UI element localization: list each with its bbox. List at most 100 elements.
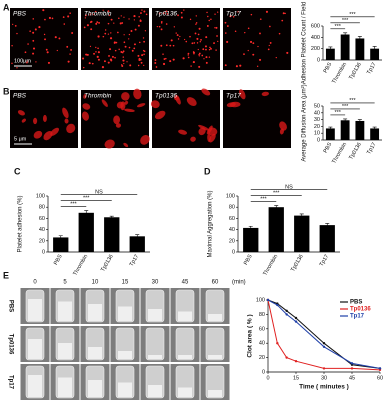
platelet xyxy=(162,53,164,55)
platelet xyxy=(137,64,140,67)
error-bar xyxy=(248,225,253,230)
platelet xyxy=(120,15,122,17)
image-background xyxy=(152,8,220,70)
y-tick-label: 20 xyxy=(229,238,235,244)
platelet xyxy=(95,22,98,25)
data-point xyxy=(285,309,288,312)
clot xyxy=(28,299,42,321)
platelet xyxy=(124,45,127,48)
x-tick-label: Thrombin xyxy=(331,62,348,85)
platelet xyxy=(113,41,116,44)
platelet xyxy=(232,15,235,18)
platelet xyxy=(195,15,197,17)
platelet xyxy=(205,56,208,59)
image-label: PBS xyxy=(13,11,27,18)
platelet xyxy=(244,31,246,34)
platelet xyxy=(32,39,35,42)
platelet xyxy=(166,12,169,15)
y-tick-label: 60 xyxy=(229,216,235,222)
platelet xyxy=(44,18,46,21)
platelet xyxy=(47,61,51,64)
clot xyxy=(148,309,162,321)
y-tick-label: 200 xyxy=(311,46,320,52)
platelet xyxy=(143,10,146,13)
y-tick-label: 600 xyxy=(311,23,320,29)
spread-platelet xyxy=(121,92,130,101)
platelet xyxy=(165,10,168,13)
x-tick-label: Tp17 xyxy=(366,62,377,76)
platelet xyxy=(217,11,219,13)
platelet xyxy=(214,13,216,15)
platelet xyxy=(247,49,249,52)
platelet xyxy=(160,22,163,24)
error-bar xyxy=(343,118,348,122)
platelet xyxy=(193,53,195,55)
data-point xyxy=(322,342,326,345)
spread-platelet xyxy=(21,118,26,123)
platelet xyxy=(89,14,91,16)
platelet xyxy=(14,24,17,27)
spread-platelet xyxy=(190,136,196,142)
data-point xyxy=(350,362,354,365)
spread-platelet xyxy=(123,142,129,148)
platelet xyxy=(198,65,201,68)
platelet xyxy=(194,32,197,35)
platelet xyxy=(235,65,238,68)
platelet xyxy=(140,12,142,15)
platelet xyxy=(189,35,191,38)
platelet xyxy=(110,59,113,62)
bar xyxy=(355,38,365,60)
platelet xyxy=(172,44,175,47)
legend-label: Tp17 xyxy=(350,314,365,320)
platelet xyxy=(128,18,130,20)
platelet xyxy=(96,55,99,58)
platelet xyxy=(210,47,212,50)
platelet xyxy=(201,54,204,57)
y-tick-label: 80 xyxy=(259,312,265,318)
platelet xyxy=(111,55,114,58)
y-tick-label: 0 xyxy=(317,57,320,63)
platelet xyxy=(44,38,46,41)
significance-label: *** xyxy=(260,196,267,202)
platelet xyxy=(107,61,110,64)
platelet xyxy=(123,16,125,18)
significance-label: *** xyxy=(349,98,356,104)
image-background xyxy=(223,90,291,148)
y-tick-label: 60 xyxy=(39,216,45,222)
row-label: Tp0136 xyxy=(7,334,13,355)
spread-platelet xyxy=(17,110,25,116)
platelet xyxy=(133,19,136,21)
data-point xyxy=(322,367,326,370)
platelet xyxy=(243,53,245,55)
platelet xyxy=(63,23,66,25)
platelet xyxy=(198,52,201,55)
clot xyxy=(28,375,42,397)
platelet xyxy=(158,25,161,28)
spread-platelet xyxy=(42,114,47,123)
platelet xyxy=(154,59,157,61)
spread-platelet xyxy=(201,88,211,96)
platelet xyxy=(26,61,28,64)
spread-platelet xyxy=(33,117,38,125)
platelet xyxy=(11,62,13,65)
clot xyxy=(58,377,72,397)
micrograph: Tp0136 xyxy=(152,8,220,70)
platelet xyxy=(206,25,209,27)
platelet xyxy=(83,66,85,69)
platelet xyxy=(133,43,136,46)
tube xyxy=(175,327,195,361)
platelet xyxy=(118,48,120,51)
platelet xyxy=(140,59,142,61)
platelet xyxy=(138,41,141,44)
platelet xyxy=(160,28,163,31)
significance-label: *** xyxy=(335,110,342,116)
spread-platelet xyxy=(154,110,166,120)
platelet xyxy=(281,19,284,22)
x-tick-label: Tp0136 xyxy=(348,142,363,161)
platelet xyxy=(155,66,158,68)
x-tick-label: PBS xyxy=(323,141,334,154)
x-tick-label: Thrombin xyxy=(72,254,89,277)
spread-platelet xyxy=(239,89,246,100)
y-tick-label: 40 xyxy=(259,341,265,347)
platelet xyxy=(107,33,110,35)
